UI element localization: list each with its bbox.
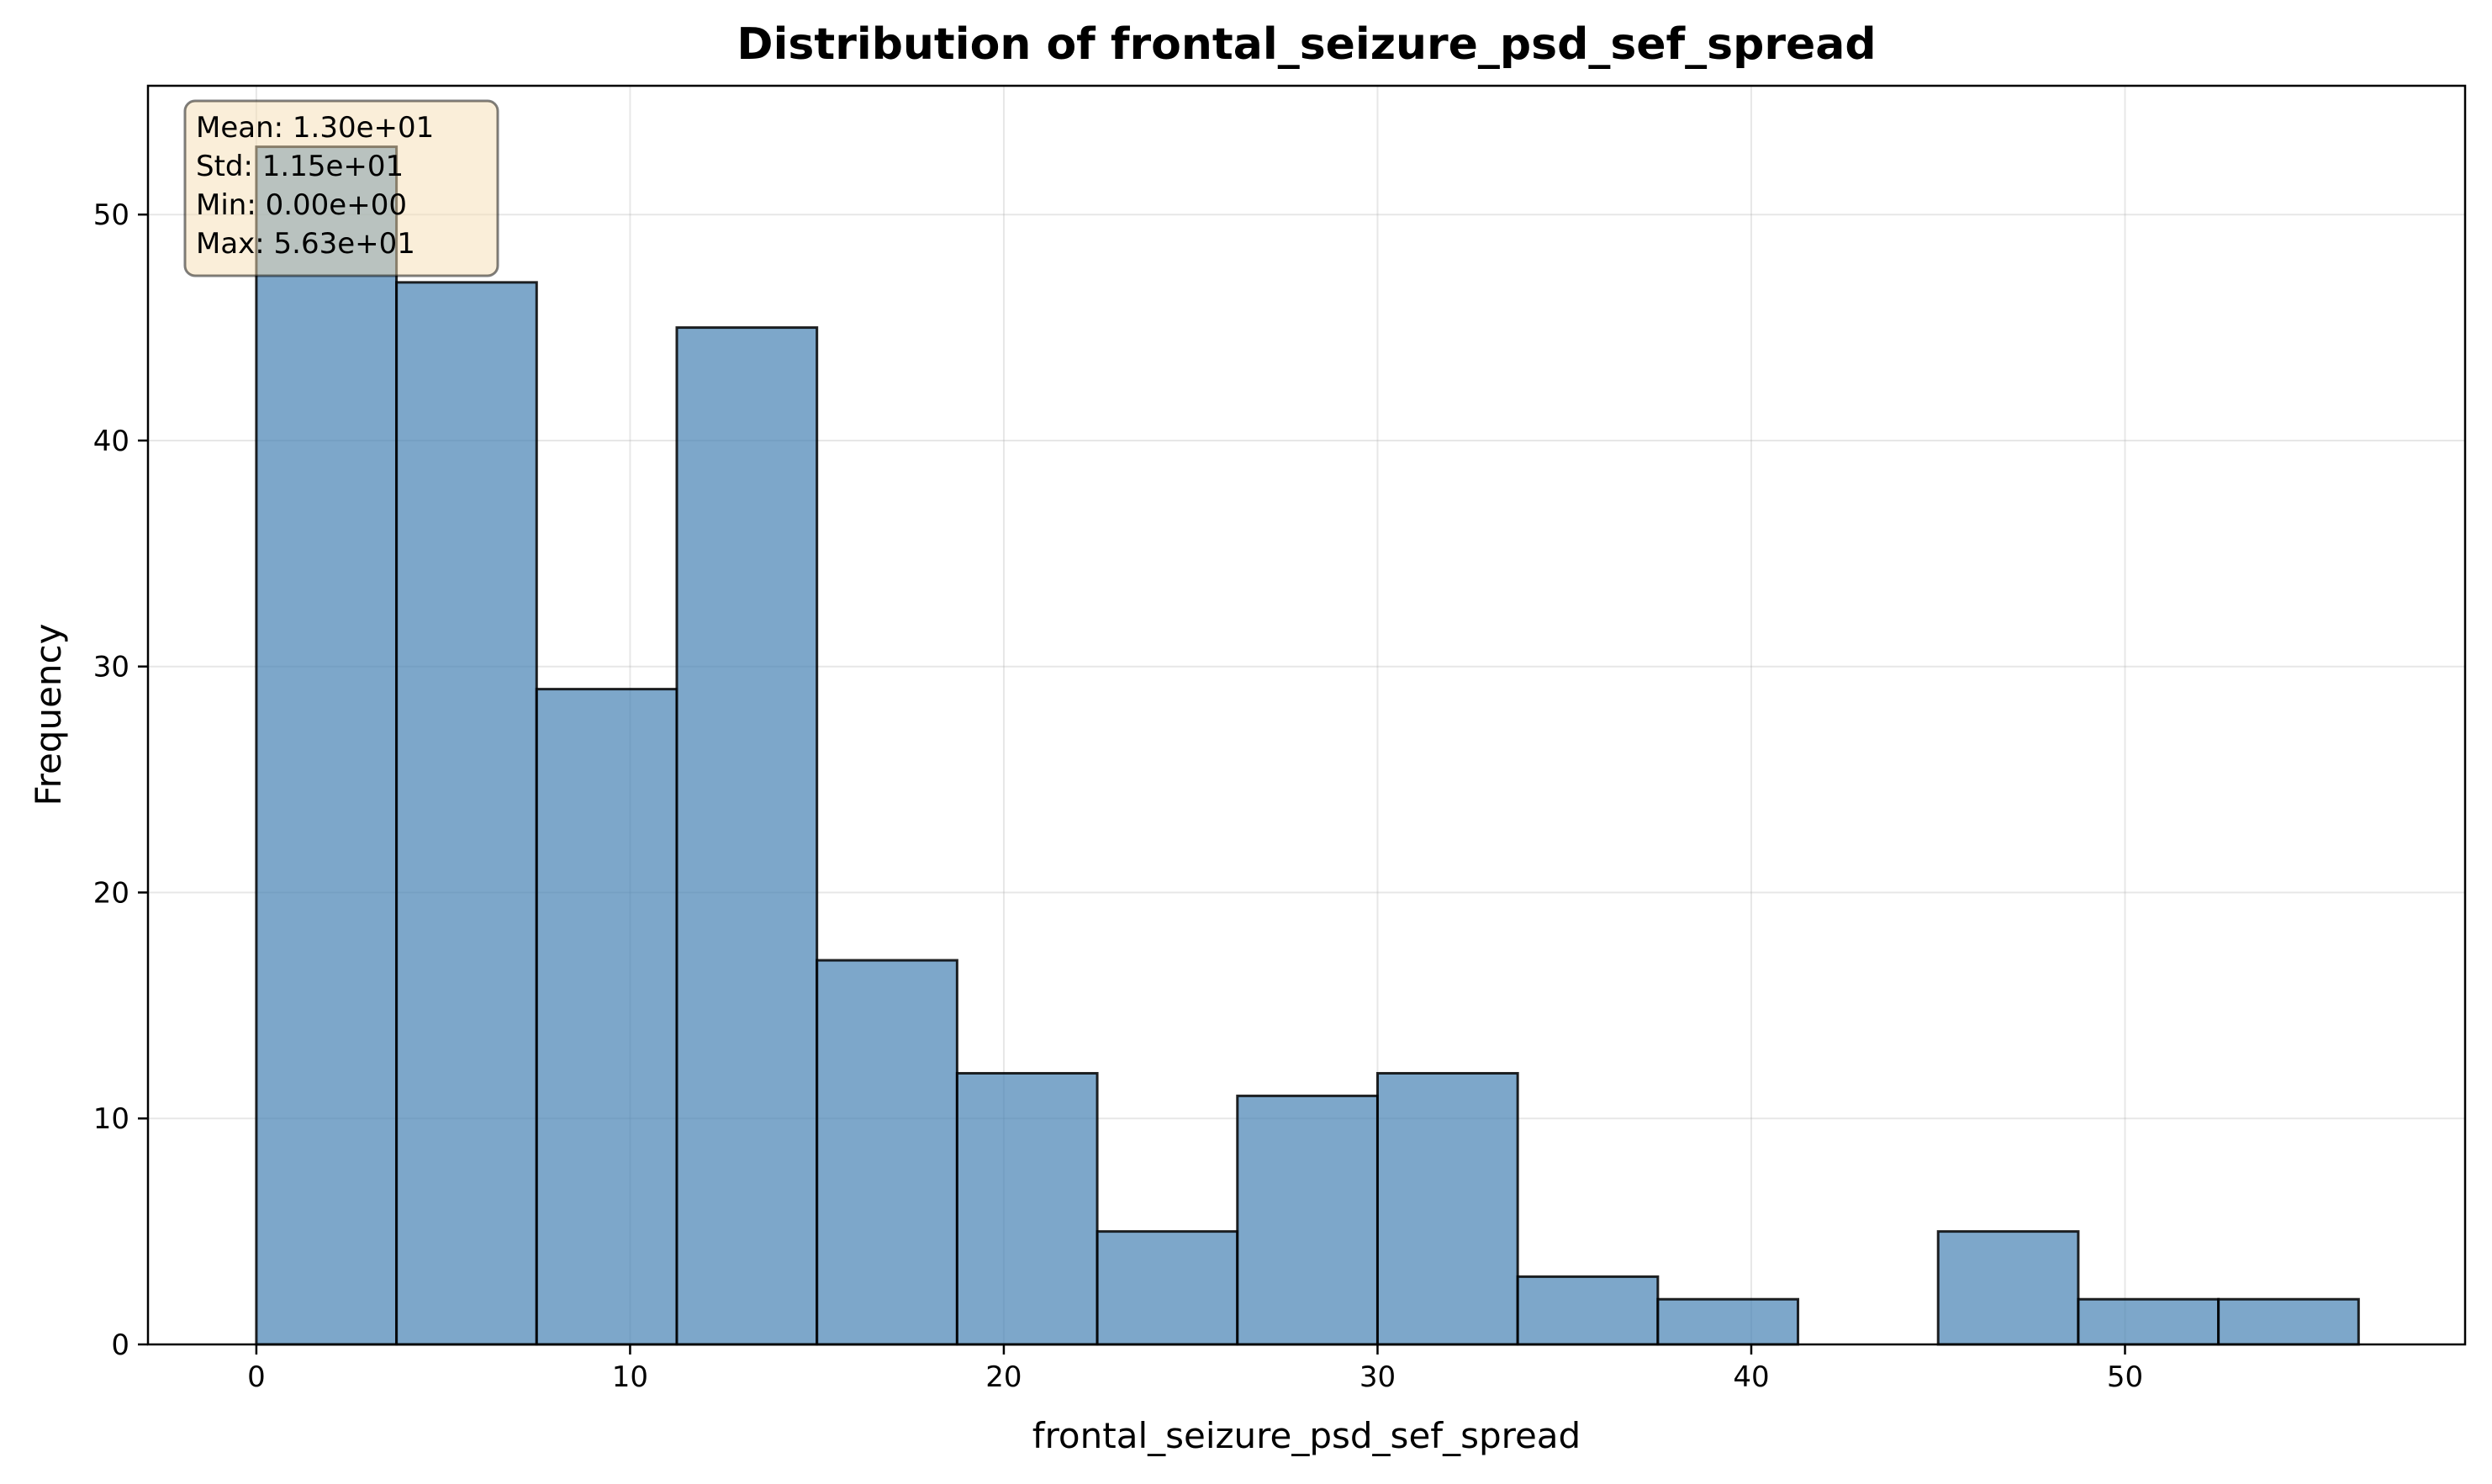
histogram-bars bbox=[255, 145, 2360, 1346]
x-axis-label: frontal_seizure_psd_sef_spread bbox=[1032, 1415, 1581, 1456]
x-tick-label: 10 bbox=[612, 1360, 648, 1394]
histogram-bar bbox=[2077, 1297, 2220, 1346]
y-tick-label: 50 bbox=[93, 198, 129, 232]
histogram-bar bbox=[1236, 1094, 1379, 1346]
stats-min: Min: 0.00e+00 bbox=[196, 188, 407, 222]
x-axis-ticks: 0 10 20 30 40 50 bbox=[247, 1344, 2143, 1394]
stats-max: Max: 5.63e+01 bbox=[196, 227, 415, 261]
histogram-bar bbox=[675, 326, 819, 1346]
histogram-bar bbox=[955, 1071, 1099, 1346]
y-tick-label: 30 bbox=[93, 651, 129, 684]
y-axis-ticks: 0 10 20 30 40 50 bbox=[93, 198, 148, 1362]
histogram-bar bbox=[1516, 1275, 1660, 1346]
x-tick-label: 50 bbox=[2107, 1360, 2143, 1394]
x-tick-label: 20 bbox=[985, 1360, 1022, 1394]
y-tick-label: 20 bbox=[93, 876, 129, 910]
stats-mean: Mean: 1.30e+01 bbox=[196, 111, 434, 145]
stats-box: Mean: 1.30e+01 Std: 1.15e+01 Min: 0.00e+… bbox=[183, 99, 499, 277]
stats-std: Std: 1.15e+01 bbox=[196, 150, 404, 183]
histogram-bar bbox=[1375, 1071, 1519, 1346]
y-tick-label: 40 bbox=[93, 425, 129, 458]
y-axis-label: Frequency bbox=[28, 624, 69, 806]
histogram-bar bbox=[1096, 1230, 1239, 1346]
stats-box-background bbox=[183, 99, 499, 277]
histogram-bar bbox=[255, 145, 399, 1346]
plot-frame bbox=[146, 84, 2467, 1346]
x-tick-label: 0 bbox=[247, 1360, 266, 1394]
x-tick-label: 30 bbox=[1360, 1360, 1396, 1394]
histogram-bar bbox=[2217, 1297, 2360, 1346]
x-tick-label: 40 bbox=[1733, 1360, 1769, 1394]
chart-title: Distribution of frontal_seizure_psd_sef_… bbox=[737, 19, 1876, 70]
y-tick-label: 0 bbox=[111, 1328, 129, 1362]
histogram-bar bbox=[1656, 1297, 1800, 1346]
histogram-bar bbox=[535, 688, 678, 1346]
histogram-bar bbox=[395, 281, 538, 1346]
histogram-bar bbox=[816, 959, 958, 1346]
histogram-bar bbox=[1936, 1230, 2080, 1346]
y-tick-label: 10 bbox=[93, 1102, 129, 1136]
